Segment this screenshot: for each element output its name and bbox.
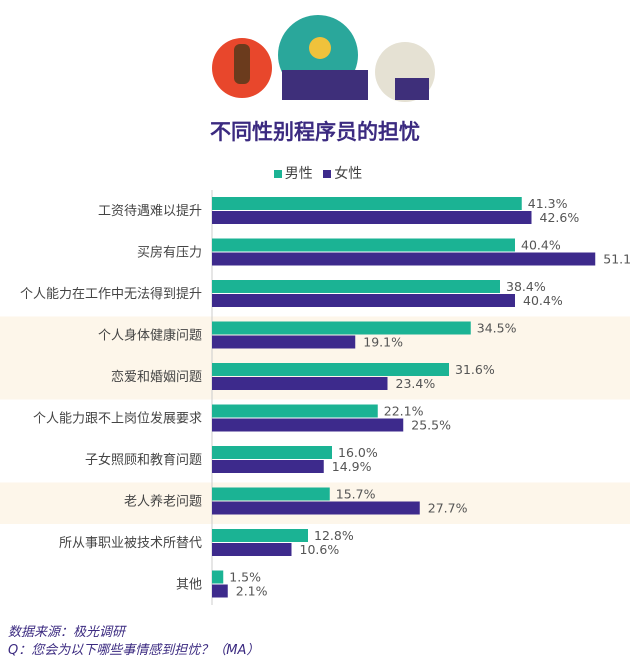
- bar-male: [212, 280, 500, 293]
- category-label: 个人身体健康问题: [98, 328, 202, 344]
- bar-female: [212, 252, 596, 266]
- data-label-male: 31.6%: [455, 362, 495, 377]
- bar-male: [212, 570, 224, 584]
- data-label-female: 23.4%: [396, 376, 436, 391]
- data-label-male: 16.0%: [338, 445, 378, 460]
- header-illustration: [212, 15, 435, 102]
- bar-female: [212, 294, 515, 307]
- category-label: 买房有压力: [137, 245, 202, 261]
- illustration-desk: [282, 70, 368, 100]
- data-label-female: 25.5%: [411, 418, 451, 433]
- data-label-female: 27.7%: [428, 501, 468, 516]
- bar-male: [212, 363, 449, 376]
- bar-male: [212, 529, 308, 542]
- legend: 男性 女性: [0, 163, 630, 183]
- data-label-female: 51.1%: [603, 252, 630, 267]
- illustration-monitor: [395, 78, 429, 100]
- question-note: Q：您会为以下哪些事情感到担忧？（MA）: [8, 643, 260, 658]
- category-label: 个人能力在工作中无法得到提升: [20, 286, 202, 302]
- bar-female: [212, 335, 356, 349]
- category-label: 老人养老问题: [124, 494, 202, 510]
- category-label: 恋爱和婚姻问题: [111, 369, 202, 385]
- legend-label-male: 男性: [284, 166, 313, 182]
- bar-male: [212, 238, 515, 252]
- data-label-male: 1.5%: [229, 570, 261, 585]
- bar-female: [212, 460, 324, 473]
- data-label-male: 38.4%: [506, 279, 546, 294]
- bar-male: [212, 321, 471, 335]
- data-label-female: 10.6%: [300, 542, 340, 557]
- category-label: 所从事职业被技术所替代: [59, 536, 202, 551]
- source-note: 数据来源：极光调研: [8, 625, 126, 640]
- chart-title: 不同性别程序员的担忧: [210, 120, 420, 144]
- illustration-person: [309, 37, 331, 59]
- bar-female: [212, 584, 228, 598]
- category-label: 其他: [176, 578, 202, 593]
- data-label-male: 41.3%: [528, 196, 568, 211]
- bar-male: [212, 404, 378, 418]
- bar-female: [212, 543, 292, 556]
- data-label-male: 40.4%: [521, 238, 561, 253]
- bar-male: [212, 446, 332, 459]
- category-label: 个人能力跟不上岗位发展要求: [33, 411, 202, 427]
- data-label-female: 42.6%: [540, 210, 580, 225]
- bar-female: [212, 501, 420, 515]
- bar-male: [212, 487, 330, 501]
- legend-label-female: 女性: [334, 166, 363, 182]
- data-label-female: 40.4%: [523, 293, 563, 308]
- category-label: 工资待遇难以提升: [98, 203, 202, 219]
- bar-female: [212, 377, 388, 390]
- bar-chart: 工资待遇难以提升 41.3%42.6% 买房有压力 40.4% 51.1% 个人能力在工作…: [0, 190, 630, 605]
- legend-swatch-male: [273, 170, 282, 178]
- bar-female: [212, 211, 532, 224]
- data-label-male: 34.5%: [477, 321, 517, 336]
- data-label-female: 19.1%: [363, 335, 403, 350]
- illustration-figure: [234, 44, 250, 84]
- data-label-female: 14.9%: [332, 459, 372, 474]
- data-label-male: 15.7%: [336, 487, 376, 502]
- category-label: 子女照顾和教育问题: [85, 452, 202, 468]
- data-label-male: 12.8%: [314, 528, 354, 543]
- legend-swatch-female: [323, 170, 332, 178]
- data-label-female: 2.1%: [236, 584, 268, 599]
- data-label-male: 22.1%: [384, 404, 424, 419]
- bar-male: [212, 197, 522, 210]
- footer: 数据来源：极光调研 Q：您会为以下哪些事情感到担忧？（MA）: [8, 624, 259, 660]
- bar-female: [212, 418, 404, 432]
